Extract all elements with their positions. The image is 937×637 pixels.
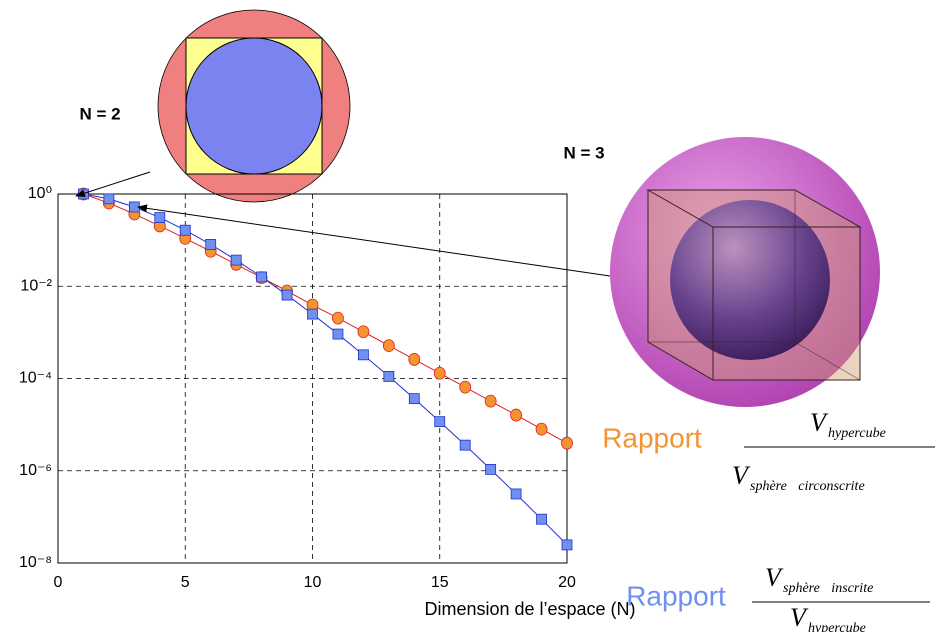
marker xyxy=(408,353,421,366)
n2-diagram xyxy=(157,9,351,203)
marker xyxy=(383,371,395,382)
marker xyxy=(103,193,115,205)
marker xyxy=(357,325,370,339)
marker xyxy=(485,463,497,475)
marker xyxy=(459,380,472,394)
marker xyxy=(256,271,268,283)
formula-sub: hypercube xyxy=(828,426,886,441)
marker xyxy=(459,439,471,451)
arrow xyxy=(137,204,611,277)
marker xyxy=(382,339,395,352)
arrow xyxy=(75,171,151,198)
marker xyxy=(332,311,344,325)
marker xyxy=(408,393,420,405)
marker xyxy=(230,254,242,266)
marker xyxy=(561,436,573,450)
y-tick-label: 10⁻⁴ xyxy=(19,370,52,387)
formula-main: V xyxy=(790,603,809,632)
series-line xyxy=(83,193,568,546)
x-tick-label: 5 xyxy=(181,574,190,591)
formula-sub: sphère circonscrite xyxy=(750,479,865,494)
marker xyxy=(154,212,166,223)
annotation: N = 2 xyxy=(79,104,120,123)
legend-label: Rapport xyxy=(626,580,726,611)
marker xyxy=(128,201,140,213)
marker xyxy=(484,394,497,408)
marker xyxy=(433,366,446,380)
marker xyxy=(357,349,369,361)
formula-main: V xyxy=(732,461,751,490)
y-tick-label: 10⁻⁶ xyxy=(19,462,52,479)
n3-diagram xyxy=(610,137,880,407)
y-tick-label: 10⁻² xyxy=(20,277,52,294)
formula-main: V xyxy=(810,408,829,437)
plot-area: 0 5 10 15 20 10⁰ 10⁻² 10⁻⁴ 10⁻⁶ 10⁻⁸ xyxy=(19,185,576,591)
marker xyxy=(536,513,547,525)
formula-sub: sphère inscrite xyxy=(783,581,873,596)
y-tick-label: 10⁰ xyxy=(28,185,52,202)
marker xyxy=(179,224,191,236)
formula-sub: hypercube xyxy=(808,621,866,632)
y-tick-label: 10⁻⁸ xyxy=(19,554,52,571)
marker xyxy=(434,416,446,428)
x-tick-label: 15 xyxy=(431,574,449,591)
annotation: N = 3 xyxy=(563,143,604,162)
marker xyxy=(281,289,293,301)
x-tick-label: 20 xyxy=(558,574,576,591)
marker xyxy=(561,539,573,551)
x-tick-label: 10 xyxy=(304,574,322,591)
x-axis-label: Dimension de l’espace (N) xyxy=(424,599,635,619)
marker xyxy=(510,488,522,500)
legend-label: Rapport xyxy=(602,422,702,453)
marker xyxy=(205,239,217,250)
formula-main: V xyxy=(765,563,784,592)
marker xyxy=(510,408,522,422)
marker xyxy=(332,328,344,340)
x-tick-label: 0 xyxy=(54,574,63,591)
marker xyxy=(535,422,548,436)
marker xyxy=(307,308,318,320)
